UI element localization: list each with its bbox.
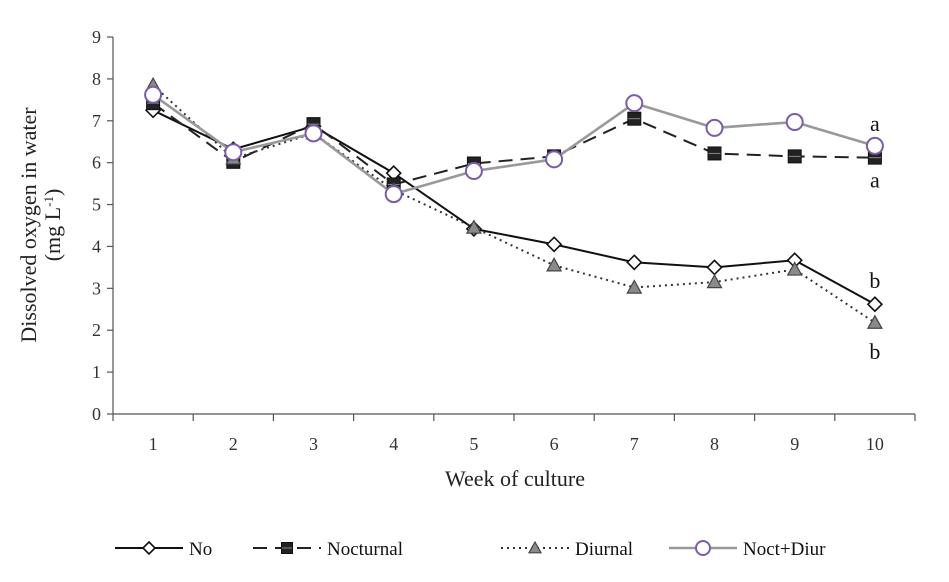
legend-item-nocturnal: Nocturnal bbox=[253, 539, 403, 560]
y-axis-unit-text: (mg L bbox=[40, 207, 65, 261]
y-axis-unit: (mg L-1) bbox=[40, 189, 65, 262]
significance-label: a bbox=[870, 111, 880, 136]
diurnal-marker bbox=[465, 219, 482, 234]
x-axis-label: Week of culture bbox=[445, 466, 585, 491]
legend-item-noct_diur: Noct+Diur bbox=[669, 539, 826, 560]
legend-item-no: No bbox=[115, 539, 212, 560]
y-tick-label: 6 bbox=[92, 153, 101, 173]
no-marker bbox=[706, 259, 723, 276]
noct_diur-marker bbox=[625, 94, 644, 113]
axes: 0 1 2 3 4 5 6 7 8 9 1 2 3 4 5 6 7 8 9 10 bbox=[92, 27, 916, 454]
y-tick-label: 0 bbox=[92, 404, 101, 424]
noct_diur-marker bbox=[224, 143, 243, 162]
diurnal-marker bbox=[706, 273, 723, 289]
y-tick-label: 2 bbox=[92, 320, 101, 340]
no-marker bbox=[141, 540, 157, 556]
no-marker bbox=[626, 254, 643, 271]
x-tick-label: 2 bbox=[229, 434, 238, 454]
legend: No Nocturnal Diurnal Noct+Diur bbox=[115, 539, 826, 560]
y-axis-title: Dissolved oxygen in water (mg L-1) bbox=[16, 107, 65, 343]
diurnal-line bbox=[152, 84, 876, 324]
x-tick-label: 8 bbox=[710, 434, 719, 454]
no-line bbox=[152, 109, 876, 306]
x-tick-label: 6 bbox=[550, 434, 559, 454]
noct_diur-marker bbox=[304, 124, 323, 143]
x-tick-label: 4 bbox=[389, 434, 398, 454]
legend-label: Noct+Diur bbox=[743, 539, 826, 560]
series-lines bbox=[152, 84, 876, 324]
noct_diur-line bbox=[152, 93, 876, 196]
series-markers bbox=[144, 76, 884, 329]
x-tick-label: 1 bbox=[149, 434, 158, 454]
nocturnal-line bbox=[152, 102, 875, 186]
annotations: a a b b bbox=[869, 111, 880, 364]
noct_diur-marker bbox=[695, 540, 711, 556]
legend-item-diurnal: Diurnal bbox=[501, 539, 633, 560]
y-tick-label: 4 bbox=[92, 236, 101, 256]
legend-label: Nocturnal bbox=[327, 539, 403, 560]
x-tick-label: 10 bbox=[866, 434, 884, 454]
y-tick-label: 7 bbox=[92, 111, 101, 131]
noct_diur-marker bbox=[545, 150, 564, 169]
diurnal-marker bbox=[866, 314, 883, 329]
diurnal-marker bbox=[546, 257, 563, 272]
significance-label: b bbox=[869, 339, 880, 364]
y-axis-label: Dissolved oxygen in water bbox=[16, 107, 41, 343]
diurnal-marker bbox=[527, 540, 543, 554]
noct_diur-marker bbox=[384, 185, 403, 204]
no-marker bbox=[866, 296, 884, 313]
noct_diur-marker bbox=[464, 162, 483, 181]
diurnal-marker bbox=[786, 261, 803, 276]
x-tick-label: 9 bbox=[790, 434, 799, 454]
y-tick-label: 8 bbox=[92, 69, 101, 89]
y-tick-label: 3 bbox=[92, 278, 101, 298]
y-axis-unit-close: ) bbox=[40, 189, 65, 196]
legend-label: No bbox=[189, 539, 212, 560]
noct_diur-marker bbox=[865, 136, 884, 155]
noct_diur-marker bbox=[705, 118, 724, 137]
legend-label: Diurnal bbox=[575, 539, 633, 560]
diurnal-marker bbox=[626, 279, 643, 294]
significance-label: a bbox=[870, 167, 880, 192]
y-tick-label: 5 bbox=[92, 195, 101, 215]
y-tick-label: 9 bbox=[92, 27, 101, 47]
noct_diur-marker bbox=[785, 113, 804, 132]
significance-label: b bbox=[869, 268, 880, 293]
x-tick-label: 5 bbox=[469, 434, 478, 454]
no-marker bbox=[545, 236, 563, 253]
noct_diur-marker bbox=[144, 85, 163, 104]
x-tick-label: 7 bbox=[630, 434, 639, 454]
x-tick-label: 3 bbox=[309, 434, 318, 454]
y-axis-unit-superscript: -1 bbox=[41, 196, 56, 207]
y-tick-label: 1 bbox=[92, 362, 101, 382]
